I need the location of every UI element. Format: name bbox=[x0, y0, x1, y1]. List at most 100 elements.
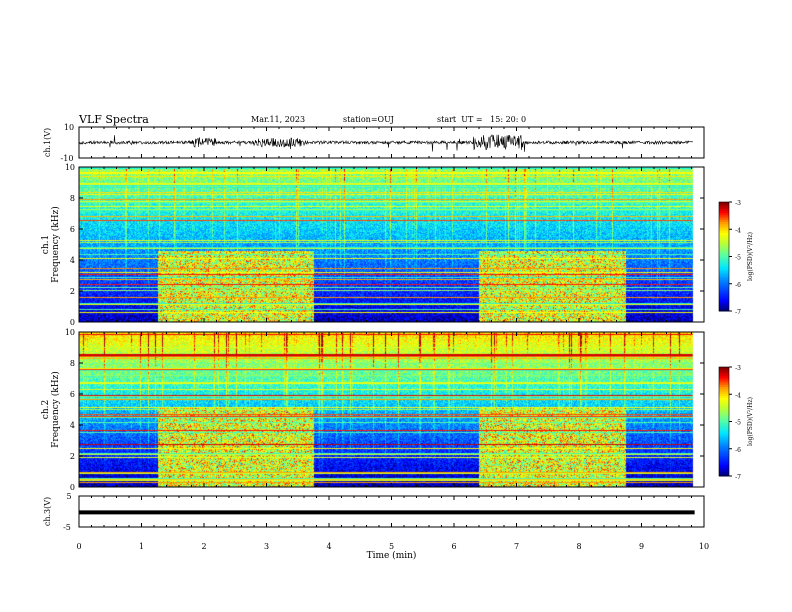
colorbar-segment bbox=[719, 220, 729, 223]
colorbar-segment bbox=[719, 376, 729, 379]
colorbar-segment bbox=[719, 394, 729, 397]
colorbar-segment bbox=[719, 392, 729, 395]
colorbar-segment bbox=[719, 231, 729, 234]
colorbar-segment bbox=[719, 368, 729, 372]
colorbar-segment bbox=[719, 211, 729, 214]
x-tick-label: 0 bbox=[76, 542, 81, 551]
colorbar-tick-label: -3 bbox=[735, 365, 741, 372]
x-tick-label: 2 bbox=[201, 542, 206, 551]
colorbar-segment bbox=[719, 221, 729, 225]
colorbar-segment bbox=[719, 419, 729, 422]
colorbar-segment bbox=[719, 265, 729, 268]
colorbar-segment bbox=[719, 214, 729, 218]
colorbar-segment bbox=[719, 428, 729, 432]
colorbar-label: log(PSD)(V²/Hz) bbox=[747, 232, 754, 281]
x-tick-label: 8 bbox=[576, 542, 581, 551]
ch1-y-axis-label: ch.1(V) bbox=[43, 128, 52, 157]
colorbar-tick-label: -6 bbox=[735, 447, 741, 454]
y-tick-label-bottom: -5 bbox=[63, 523, 71, 532]
colorbar-segment bbox=[719, 278, 729, 281]
y-tick-label-top: 10 bbox=[64, 123, 74, 132]
colorbar-segment bbox=[719, 406, 729, 410]
colorbar-tick-label: -7 bbox=[735, 474, 741, 481]
colorbar-segment bbox=[719, 289, 729, 292]
colorbar-segment bbox=[719, 285, 729, 288]
x-tick-label: 7 bbox=[514, 542, 519, 551]
colorbar-segment bbox=[719, 465, 729, 468]
y-tick-label: 4 bbox=[70, 256, 75, 265]
colorbar-segment bbox=[719, 414, 729, 417]
colorbar-segment bbox=[719, 271, 729, 274]
colorbar-segment bbox=[719, 457, 729, 461]
colorbar-segment bbox=[719, 247, 729, 250]
colorbar-segment bbox=[719, 261, 729, 265]
colorbar-segment bbox=[719, 446, 729, 450]
colorbar-segment bbox=[719, 456, 729, 459]
colorbar-segment bbox=[719, 263, 729, 267]
colorbar-segment bbox=[719, 241, 729, 245]
colorbar-tick-label: -4 bbox=[735, 392, 741, 399]
colorbar-segment bbox=[719, 291, 729, 294]
colorbar-segment bbox=[719, 292, 729, 296]
figure-title: VLF Spectra bbox=[79, 113, 149, 126]
colorbar-segment bbox=[719, 238, 729, 241]
y-tick-label: 8 bbox=[70, 359, 75, 368]
colorbar-segment bbox=[719, 260, 729, 263]
colorbar-segment bbox=[719, 202, 729, 205]
colorbar-segment bbox=[719, 252, 729, 256]
colorbar-tick-label: -6 bbox=[735, 282, 741, 289]
colorbar-segment bbox=[719, 383, 729, 386]
date-label: Mar.11, 2023 bbox=[251, 115, 306, 124]
colorbar-segment bbox=[719, 388, 729, 392]
colorbar-segment bbox=[719, 287, 729, 290]
y-tick-label: 10 bbox=[65, 163, 75, 172]
x-tick-label: 4 bbox=[326, 542, 331, 551]
colorbar-tick-label: -3 bbox=[735, 200, 741, 207]
y-axis-frequency-label: Frequency (kHz) bbox=[50, 206, 61, 283]
colorbar-segment bbox=[719, 251, 729, 254]
colorbar-segment bbox=[719, 472, 729, 475]
colorbar-segment bbox=[719, 272, 729, 276]
colorbar-segment bbox=[719, 283, 729, 287]
colorbar-segment bbox=[719, 385, 729, 388]
y-tick-label: 8 bbox=[70, 194, 75, 203]
colorbar-segment bbox=[719, 437, 729, 441]
colorbar-segment bbox=[719, 225, 729, 228]
colorbar-segment bbox=[719, 245, 729, 248]
colorbar-segment bbox=[719, 281, 729, 285]
colorbar-segment bbox=[719, 274, 729, 277]
colorbar-segment bbox=[719, 403, 729, 406]
colorbar-segment bbox=[719, 399, 729, 403]
colorbar-segment bbox=[719, 307, 729, 310]
colorbar-segment bbox=[719, 470, 729, 473]
y-tick-label: 4 bbox=[70, 421, 75, 430]
colorbar-tick-label: -4 bbox=[735, 227, 741, 234]
ch2-spectrogram-image bbox=[79, 332, 704, 487]
colorbar-segment bbox=[719, 412, 729, 415]
colorbar-segment bbox=[719, 450, 729, 453]
colorbar-segment bbox=[719, 243, 729, 247]
colorbar-segment bbox=[719, 240, 729, 243]
colorbar-segment bbox=[719, 423, 729, 426]
colorbar-segment bbox=[719, 430, 729, 433]
colorbar-segment bbox=[719, 454, 729, 457]
ch3-y-axis-label: ch.3(V) bbox=[43, 497, 52, 526]
y-tick-label-bottom: -10 bbox=[61, 154, 74, 163]
colorbar-segment bbox=[719, 216, 729, 219]
colorbar-segment bbox=[719, 300, 729, 303]
colorbar-segment bbox=[719, 474, 729, 477]
colorbar-segment bbox=[719, 223, 729, 227]
colorbar-segment bbox=[719, 452, 729, 455]
colorbar-segment bbox=[719, 443, 729, 446]
x-tick-label: 1 bbox=[139, 542, 144, 551]
colorbar-segment bbox=[719, 276, 729, 279]
start-time-label: start UT = 15: 20: 0 bbox=[437, 115, 527, 124]
colorbar-segment bbox=[719, 377, 729, 381]
ch1-spectrogram-image bbox=[79, 167, 704, 322]
colorbar-segment bbox=[719, 425, 729, 428]
colorbar-segment bbox=[719, 436, 729, 439]
colorbar-segment bbox=[719, 212, 729, 216]
y-tick-label: 0 bbox=[70, 318, 75, 327]
colorbar-segment bbox=[719, 397, 729, 401]
